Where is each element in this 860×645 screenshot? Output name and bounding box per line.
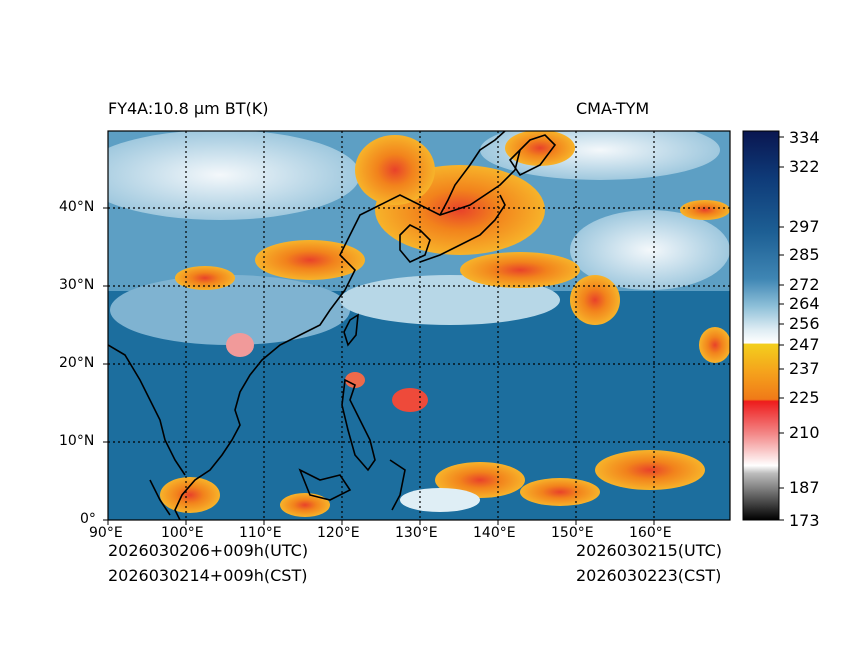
- cbar-tick-237: 237: [789, 359, 820, 378]
- cbar-tick-256: 256: [789, 314, 820, 333]
- cbar-tick-264: 264: [789, 294, 820, 313]
- satellite-image: [108, 131, 730, 520]
- cbar-tick-225: 225: [789, 388, 820, 407]
- y-tick-0: 0°: [80, 511, 96, 527]
- x-tick-110e: 110°E: [239, 525, 282, 541]
- y-tick-10n: 10°N: [59, 433, 95, 449]
- cbar-tick-322: 322: [789, 157, 820, 176]
- x-tick-150e: 150°E: [551, 525, 594, 541]
- axis-ticks: [103, 207, 655, 525]
- model-title: CMA-TYM: [576, 99, 650, 118]
- x-tick-160e: 160°E: [629, 525, 672, 541]
- init-time-cst: 2026030214+009h(CST): [108, 566, 308, 585]
- x-tick-120e: 120°E: [317, 525, 360, 541]
- cbar-tick-334: 334: [789, 128, 820, 147]
- cbar-tick-285: 285: [789, 245, 820, 264]
- y-tick-40n: 40°N: [59, 199, 95, 215]
- x-tick-140e: 140°E: [473, 525, 516, 541]
- colorbar-ticks: [779, 136, 784, 521]
- product-title: FY4A:10.8 μm BT(K): [108, 99, 269, 118]
- graticule: [108, 131, 730, 520]
- map-frame: [107, 130, 731, 521]
- colorbar: [742, 130, 780, 521]
- y-tick-20n: 20°N: [59, 355, 95, 371]
- valid-time-utc: 2026030215(UTC): [576, 541, 722, 560]
- cbar-tick-173: 173: [789, 511, 820, 530]
- x-tick-130e: 130°E: [395, 525, 438, 541]
- cbar-tick-272: 272: [789, 275, 820, 294]
- y-tick-30n: 30°N: [59, 277, 95, 293]
- valid-time-cst: 2026030223(CST): [576, 566, 722, 585]
- cbar-tick-247: 247: [789, 335, 820, 354]
- cbar-tick-187: 187: [789, 478, 820, 497]
- cbar-tick-297: 297: [789, 217, 820, 236]
- x-tick-90e: 90°E: [89, 525, 123, 541]
- x-tick-100e: 100°E: [161, 525, 204, 541]
- coastlines: [108, 131, 557, 520]
- init-time-utc: 2026030206+009h(UTC): [108, 541, 309, 560]
- cbar-tick-210: 210: [789, 423, 820, 442]
